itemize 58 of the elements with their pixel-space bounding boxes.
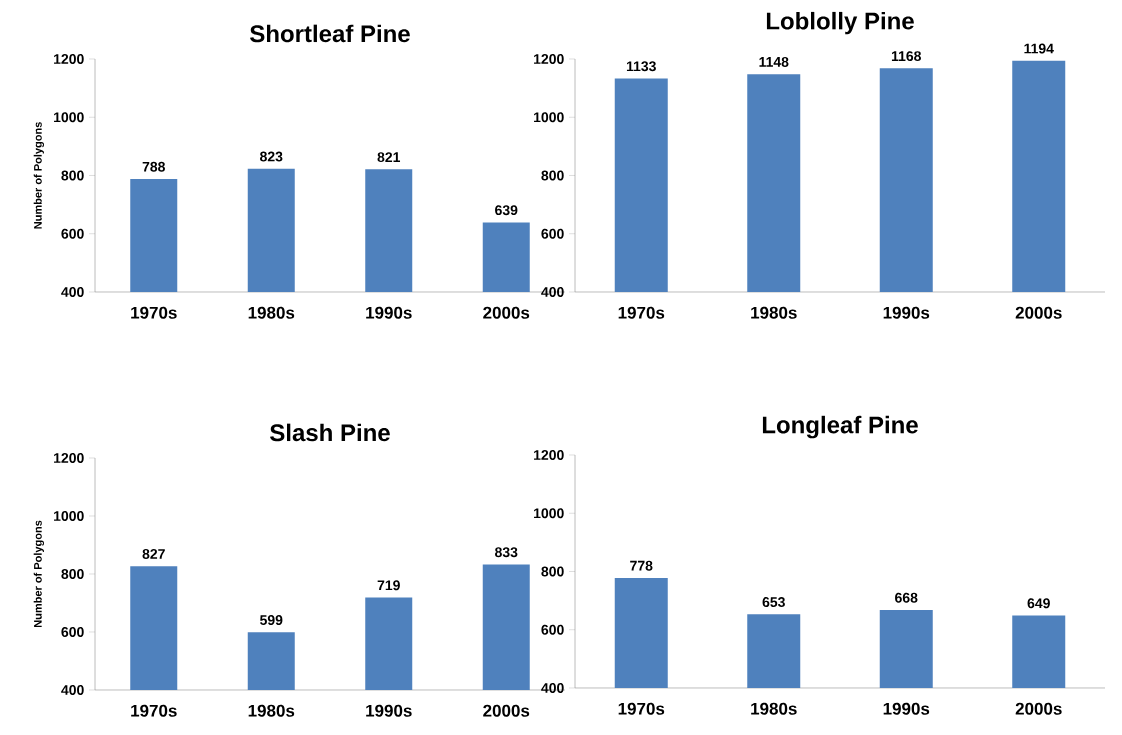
x-tick-label: 1990s xyxy=(366,704,412,717)
x-tick-label: 2000s xyxy=(1015,306,1062,319)
x-tick-label: 1990s xyxy=(883,306,930,319)
x-tick-label: 2000s xyxy=(483,704,530,717)
y-tick-label: 1000 xyxy=(534,508,564,519)
y-axis-title: Number of Polygons xyxy=(33,122,44,229)
x-tick-label: 1970s xyxy=(618,702,665,715)
y-tick-label: 1200 xyxy=(534,54,564,64)
data-label: 1168 xyxy=(891,51,921,62)
chart-title: Loblolly Pine xyxy=(766,11,914,35)
x-tick-label: 1990s xyxy=(883,702,930,715)
x-tick-label: 1980s xyxy=(751,702,797,715)
data-label: 788 xyxy=(142,161,165,172)
chart-title: Slash Pine xyxy=(270,423,390,442)
y-tick-label: 400 xyxy=(541,683,564,693)
y-tick-label: 1000 xyxy=(54,511,84,521)
data-label: 1133 xyxy=(626,61,656,72)
y-tick-label: 800 xyxy=(61,170,84,181)
data-label: 649 xyxy=(1027,598,1050,609)
y-tick-label: 600 xyxy=(61,228,84,239)
y-tick-label: 600 xyxy=(541,624,564,635)
data-label: 1148 xyxy=(759,56,789,67)
x-tick-label: 1970s xyxy=(131,306,177,319)
y-tick-label: 400 xyxy=(61,287,84,297)
data-label: 778 xyxy=(630,560,653,571)
y-tick-label: 800 xyxy=(61,569,84,579)
data-label: 653 xyxy=(762,597,785,608)
y-tick-label: 1000 xyxy=(534,112,564,123)
data-label: 639 xyxy=(495,205,518,216)
y-axis-title: Number of Polygons xyxy=(33,520,44,628)
x-tick-label: 1980s xyxy=(248,306,295,319)
y-tick-label: 600 xyxy=(541,228,564,239)
x-tick-label: 1990s xyxy=(366,306,412,319)
y-tick-label: 800 xyxy=(541,170,564,181)
x-tick-label: 1970s xyxy=(131,704,177,717)
data-label: 833 xyxy=(495,547,518,558)
y-tick-label: 400 xyxy=(541,287,564,297)
y-tick-label: 1200 xyxy=(54,54,84,64)
data-label: 821 xyxy=(377,152,401,163)
data-label: 1194 xyxy=(1024,43,1054,54)
x-tick-label: 1980s xyxy=(248,704,295,717)
x-tick-label: 1980s xyxy=(751,306,797,319)
x-tick-label: 2000s xyxy=(1015,702,1062,715)
data-label: 599 xyxy=(260,615,283,626)
data-label: 827 xyxy=(142,548,165,559)
x-tick-label: 2000s xyxy=(483,306,530,319)
y-tick-label: 1200 xyxy=(534,450,564,460)
y-tick-label: 1200 xyxy=(54,453,84,463)
x-tick-label: 1970s xyxy=(618,306,665,319)
data-label: 668 xyxy=(895,592,918,603)
y-tick-label: 800 xyxy=(541,566,564,577)
data-label: 719 xyxy=(377,580,400,591)
chart-title: Longleaf Pine xyxy=(762,415,918,439)
y-tick-label: 400 xyxy=(61,685,84,695)
y-tick-label: 1000 xyxy=(54,112,84,123)
data-label: 823 xyxy=(260,151,283,162)
y-tick-label: 600 xyxy=(61,627,84,637)
chart-title: Shortleaf Pine xyxy=(250,24,410,43)
